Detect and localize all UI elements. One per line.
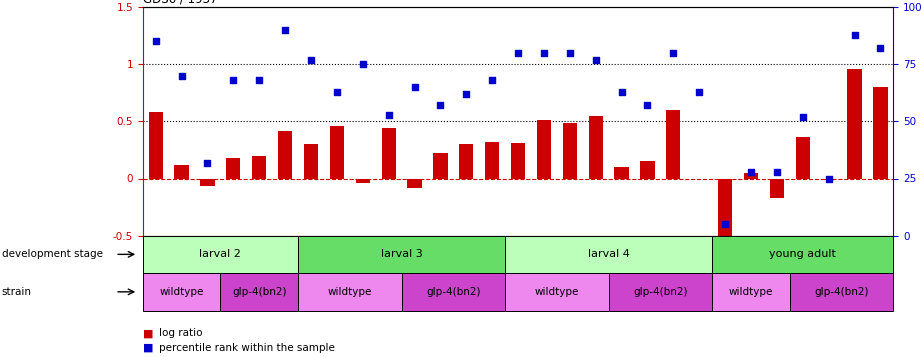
Point (433, 102, 448, 108)
Bar (460, 144, 473, 178)
Bar (790, 273, 893, 311)
Point (200, 160, 215, 165)
Point (304, 57, 319, 62)
Text: ■: ■ (143, 343, 153, 353)
Point (873, 45, 888, 51)
Bar (847, 69, 862, 178)
Point (459, 91, 473, 97)
Point (717, 221, 732, 227)
Point (770, 169, 785, 175)
Bar (356, 178, 370, 183)
Bar (718, 178, 732, 241)
Bar (505, 273, 609, 311)
Point (614, 89, 629, 95)
Bar (220, 273, 298, 311)
Text: wildtype: wildtype (328, 287, 372, 297)
Bar (712, 273, 790, 311)
Bar (589, 116, 603, 178)
Bar (770, 178, 784, 198)
Text: ■: ■ (143, 328, 153, 338)
Text: larval 2: larval 2 (200, 249, 241, 260)
Point (330, 89, 344, 95)
Text: wildtype: wildtype (159, 287, 204, 297)
Text: GDS6 / 1937: GDS6 / 1937 (143, 0, 217, 6)
Point (589, 57, 603, 62)
Text: young adult: young adult (769, 249, 836, 260)
Point (847, 32, 862, 37)
Point (511, 50, 526, 56)
Point (226, 77, 240, 83)
Text: development stage: development stage (2, 249, 103, 260)
Bar (330, 126, 344, 178)
Bar (537, 120, 551, 178)
Bar (666, 110, 681, 178)
Point (743, 169, 758, 175)
Bar (381, 128, 396, 178)
Bar (485, 142, 499, 178)
Bar (433, 154, 448, 178)
Bar (227, 158, 240, 178)
Bar (278, 131, 292, 178)
Text: percentile rank within the sample: percentile rank within the sample (159, 343, 335, 353)
Bar (402, 273, 505, 311)
Point (796, 114, 810, 120)
Point (278, 27, 293, 33)
Point (251, 77, 266, 83)
Bar (201, 178, 215, 186)
Point (692, 89, 706, 95)
Text: glp-4(bn2): glp-4(bn2) (814, 287, 869, 297)
Text: log ratio: log ratio (159, 328, 203, 338)
Bar (511, 143, 525, 178)
Point (822, 176, 836, 181)
Bar (822, 178, 835, 180)
Point (640, 102, 655, 108)
Point (174, 73, 189, 79)
Bar (252, 156, 266, 178)
Bar (407, 178, 422, 188)
Bar (143, 236, 298, 273)
Bar (873, 87, 888, 178)
Point (148, 39, 163, 44)
Bar (563, 122, 577, 178)
Point (563, 50, 577, 56)
Bar (505, 236, 712, 273)
Text: glp-4(bn2): glp-4(bn2) (633, 287, 688, 297)
Text: glp-4(bn2): glp-4(bn2) (426, 287, 481, 297)
Bar (304, 144, 318, 178)
Text: larval 4: larval 4 (588, 249, 630, 260)
Text: glp-4(bn2): glp-4(bn2) (232, 287, 286, 297)
Text: strain: strain (2, 287, 32, 297)
Point (666, 50, 681, 56)
Bar (148, 112, 163, 178)
Point (356, 61, 370, 67)
Text: wildtype: wildtype (729, 287, 774, 297)
Bar (298, 236, 505, 273)
Point (381, 112, 396, 117)
Bar (640, 161, 655, 178)
Bar (744, 173, 758, 178)
Bar (796, 137, 810, 178)
Bar (712, 236, 893, 273)
Bar (609, 273, 712, 311)
Point (484, 77, 499, 83)
Bar (614, 167, 629, 178)
Bar (143, 273, 220, 311)
Point (407, 84, 422, 90)
Bar (298, 273, 402, 311)
Point (537, 50, 552, 56)
Text: wildtype: wildtype (535, 287, 579, 297)
Bar (174, 165, 189, 178)
Text: larval 3: larval 3 (380, 249, 423, 260)
